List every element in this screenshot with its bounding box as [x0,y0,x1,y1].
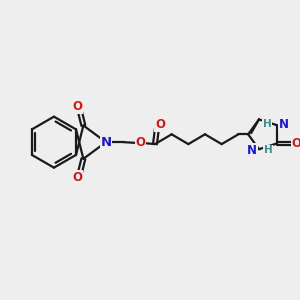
Text: O: O [135,136,145,149]
Text: O: O [291,137,300,150]
Text: H: H [264,145,273,155]
Text: O: O [73,100,82,113]
Text: N: N [278,118,289,130]
Text: O: O [73,171,82,184]
Text: O: O [155,118,165,131]
Text: H: H [263,119,272,129]
Text: N: N [100,136,112,149]
Text: N: N [247,144,257,157]
